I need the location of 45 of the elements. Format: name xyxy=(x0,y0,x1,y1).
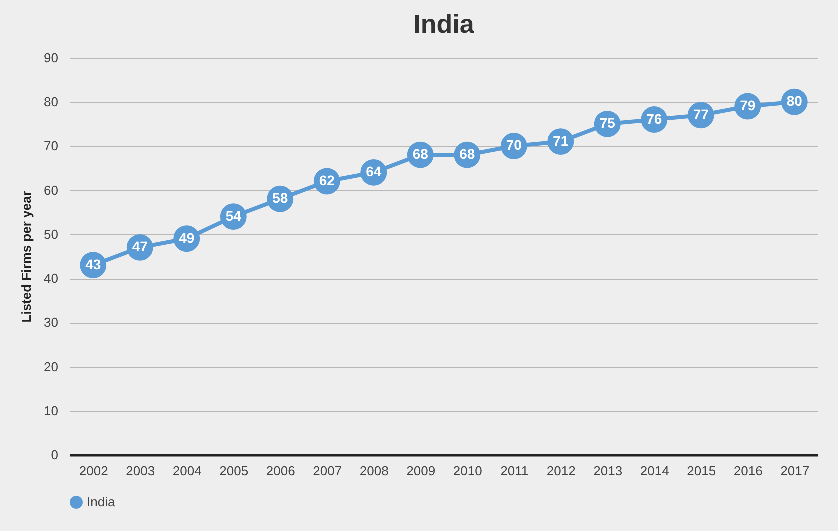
y-tick-label: 40 xyxy=(44,271,58,286)
x-tick-label: 2011 xyxy=(500,464,529,478)
x-tick-label: 2009 xyxy=(406,464,436,478)
x-tick-label: 2004 xyxy=(172,464,202,478)
data-label: 70 xyxy=(506,137,522,154)
y-axis-title: Listed Firms per year xyxy=(19,191,34,323)
x-tick-label: 2003 xyxy=(126,464,156,478)
y-tick-label: 10 xyxy=(44,403,58,418)
legend-label: India xyxy=(87,494,116,510)
x-tick-label: 2007 xyxy=(313,464,342,478)
data-label: 62 xyxy=(319,172,336,189)
data-label: 54 xyxy=(226,208,242,224)
data-label: 75 xyxy=(600,115,616,132)
data-label: 68 xyxy=(412,146,429,162)
y-tick-label: 0 xyxy=(51,448,58,462)
chart-title: India xyxy=(414,9,475,39)
data-label: 76 xyxy=(646,110,662,127)
y-tick-label: 60 xyxy=(44,182,58,198)
x-tick-label: 2015 xyxy=(687,464,716,478)
data-label: 43 xyxy=(86,256,102,272)
y-tick-label: 30 xyxy=(44,315,58,330)
data-label: 64 xyxy=(366,164,382,180)
y-tick-label: 90 xyxy=(44,50,58,66)
data-label: 80 xyxy=(786,93,803,110)
x-tick-label: 2017 xyxy=(780,464,810,478)
x-tick-label: 2013 xyxy=(594,464,623,478)
x-tick-label: 2012 xyxy=(546,464,576,478)
x-tick-label: 2005 xyxy=(220,464,249,478)
x-tick-label: 2014 xyxy=(640,464,670,478)
x-tick-label: 2010 xyxy=(453,464,482,478)
data-label: 58 xyxy=(272,190,288,206)
x-tick-label: 2008 xyxy=(360,464,389,478)
x-tick-label: 2002 xyxy=(79,464,108,478)
y-tick-label: 20 xyxy=(44,359,58,374)
data-label: 47 xyxy=(132,238,148,255)
x-tick-label: 2016 xyxy=(734,464,763,478)
data-label: 71 xyxy=(553,132,569,149)
y-tick-label: 50 xyxy=(44,226,58,242)
y-tick-label: 70 xyxy=(44,138,58,154)
x-tick-label: 2006 xyxy=(266,464,296,478)
data-label: 68 xyxy=(460,146,476,162)
y-tick-label: 80 xyxy=(44,94,58,110)
data-label: 79 xyxy=(740,98,756,114)
data-label: 77 xyxy=(693,106,710,122)
data-label: 49 xyxy=(179,230,195,246)
